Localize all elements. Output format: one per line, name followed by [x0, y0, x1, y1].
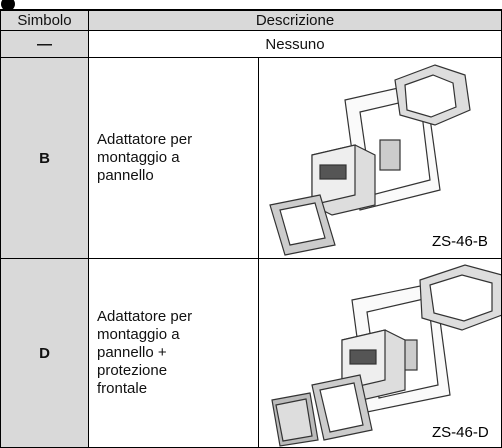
illustration-b: [269, 64, 471, 256]
image-cell: [259, 58, 502, 259]
symbol-cell: B: [0, 58, 89, 259]
description-line: pannello: [97, 167, 154, 184]
description-line: Adattatore per: [97, 131, 193, 148]
description-line: Adattatore per: [97, 308, 193, 325]
description-line: protezione: [97, 362, 168, 379]
description-line: pannello +: [97, 344, 167, 361]
section-icon: [1, 0, 15, 11]
image-cell: [259, 259, 502, 448]
illustration-d: [271, 264, 502, 447]
header-cell: Descrizione: [89, 11, 502, 31]
description-line: montaggio a: [97, 326, 180, 343]
top-rule: [0, 9, 502, 11]
description-cell: Adattatore per montaggio a pannello + prote…: [89, 259, 259, 448]
description-line: montaggio a: [97, 149, 180, 166]
description-cell: Nessuno: [89, 31, 502, 58]
description-line: frontale: [97, 380, 148, 397]
symbol-cell: D: [0, 259, 89, 448]
symbol-cell: —: [0, 31, 89, 58]
part-number: ZS-46-D: [432, 424, 489, 441]
description-cell: Adattatore per montaggio a pannello: [89, 58, 259, 259]
header-cell: Simbolo: [0, 11, 89, 31]
part-number: ZS-46-B: [432, 233, 488, 250]
